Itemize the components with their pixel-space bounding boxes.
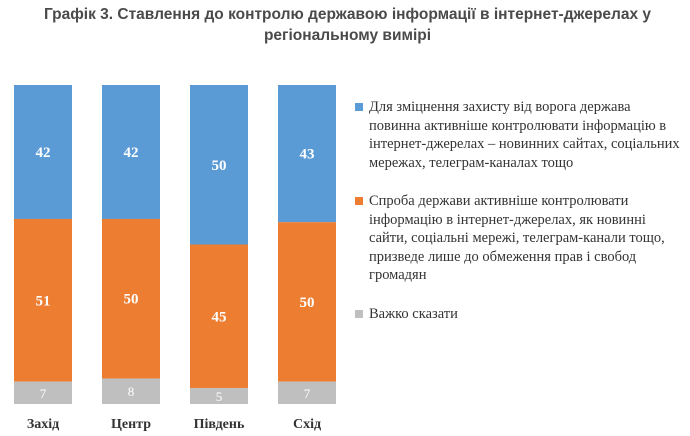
- legend-item-support-control: Для зміцнення захисту від ворога держава…: [355, 98, 685, 172]
- bar-hard-3: [278, 381, 336, 404]
- legend-item-hard-to-say: Важко сказати: [355, 305, 685, 324]
- category-label-2: Південь: [194, 417, 245, 432]
- legend-label-hard-to-say: Важко сказати: [369, 305, 458, 322]
- data-label-support-3: 43: [300, 147, 315, 163]
- data-label-support-2: 50: [212, 158, 227, 174]
- category-label-0: Захід: [27, 417, 59, 432]
- bar-hard-1: [102, 378, 160, 404]
- legend-swatch-blue: [355, 103, 363, 111]
- data-label-hard-2: 5: [216, 389, 223, 404]
- bar-hard-2: [190, 388, 248, 404]
- legend-swatch-orange: [355, 197, 363, 205]
- bar-hard-0: [14, 381, 72, 404]
- data-label-support-0: 42: [36, 145, 51, 161]
- category-label-3: Схід: [293, 417, 321, 432]
- bar-oppose-3: [278, 222, 336, 382]
- stacked-bar-chart: 42 51 7 Захід 42 50 8 Центр 50 45 5 Південь 43 50 7 Схі…: [14, 85, 336, 432]
- chart-title: Графік 3. Ставлення до контролю державою…: [43, 6, 652, 44]
- legend: Для зміцнення захисту від ворога держава…: [355, 98, 685, 323]
- data-label-hard-0: 7: [40, 386, 47, 401]
- category-label-1: Центр: [111, 417, 151, 432]
- bar-oppose-0: [14, 218, 72, 382]
- data-label-oppose-0: 51: [36, 293, 51, 309]
- bar-oppose-2: [190, 244, 248, 389]
- data-label-oppose-2: 45: [212, 309, 227, 325]
- bar-support-3: [278, 85, 336, 223]
- data-label-oppose-3: 50: [300, 295, 315, 311]
- data-label-hard-3: 7: [304, 386, 311, 401]
- bar-support-1: [102, 85, 160, 219]
- bar-support-0: [14, 85, 72, 219]
- bar-oppose-1: [102, 218, 160, 379]
- legend-item-oppose-control: Спроба держави активніше контролювати ін…: [355, 192, 685, 285]
- data-label-oppose-1: 50: [124, 292, 139, 308]
- data-label-support-1: 42: [124, 145, 139, 161]
- legend-label-oppose-control: Спроба держави активніше контролювати ін…: [369, 193, 665, 283]
- data-label-hard-1: 8: [128, 384, 135, 399]
- bar-support-2: [190, 85, 248, 245]
- legend-swatch-gray: [355, 309, 363, 318]
- legend-label-support-control: Для зміцнення захисту від ворога держава…: [369, 99, 680, 171]
